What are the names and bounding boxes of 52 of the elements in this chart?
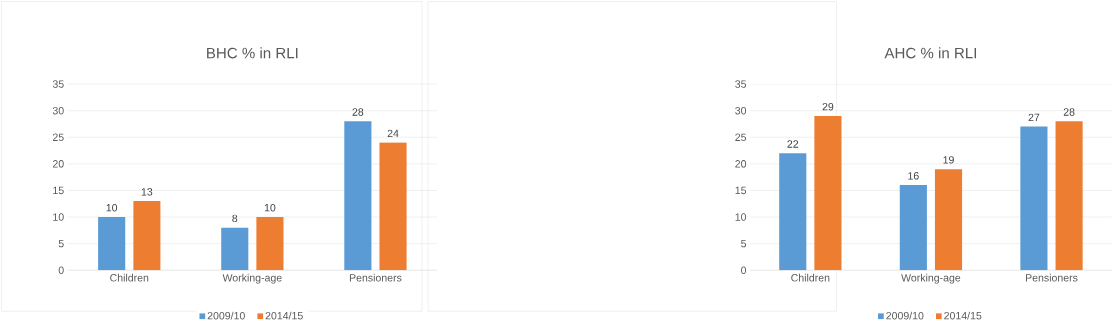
bar	[1020, 126, 1048, 271]
x-tick-label: Pensioners	[1025, 273, 1078, 282]
x-tick-label: Children	[791, 273, 830, 282]
data-label: 10	[264, 204, 276, 212]
data-label: 22	[787, 140, 799, 148]
bar	[934, 169, 963, 271]
legend-label: 2009/10	[886, 311, 924, 320]
bar	[133, 201, 161, 271]
y-tick-label: 0	[741, 266, 747, 275]
y-tick-label: 0	[58, 266, 64, 275]
bar	[379, 142, 407, 271]
x-tick-label: Pensioners	[349, 273, 402, 282]
bar	[899, 185, 927, 271]
data-label: 16	[908, 172, 919, 180]
y-tick-label: 15	[53, 186, 64, 195]
y-tick-label: 35	[735, 80, 747, 88]
data-label: 27	[1028, 113, 1040, 122]
data-label: 13	[141, 188, 153, 196]
bar	[814, 116, 842, 271]
y-tick-label: 20	[735, 160, 747, 168]
x-tick-label: Working-age	[901, 273, 961, 284]
legend-label: 2009/10	[207, 311, 245, 320]
y-tick-label: 30	[52, 107, 64, 115]
data-label: 29	[822, 103, 834, 111]
chart-title: AHC % in RLI	[884, 47, 976, 59]
bar	[344, 121, 372, 271]
y-tick-label: 5	[741, 240, 747, 248]
bar	[779, 153, 807, 271]
bar	[98, 217, 126, 271]
data-label: 24	[387, 129, 399, 138]
y-tick-label: 10	[53, 213, 64, 221]
bar	[256, 217, 284, 271]
data-label: 10	[106, 204, 118, 212]
y-tick-label: 25	[735, 133, 747, 142]
y-tick-label: 20	[52, 160, 64, 168]
y-tick-label: 30	[735, 107, 747, 115]
legend-label: 2014/15	[265, 311, 303, 320]
y-tick-label: 25	[52, 133, 64, 142]
data-label: 28	[352, 108, 364, 116]
legend-label: 2014/15	[944, 311, 982, 320]
y-tick-label: 35	[52, 80, 64, 88]
data-label: 19	[943, 156, 954, 164]
y-tick-label: 10	[735, 213, 747, 221]
data-label: 28	[1063, 108, 1075, 116]
bar	[221, 227, 249, 271]
chart-title: BHC % in RLI	[207, 47, 298, 59]
x-tick-label: Children	[110, 273, 149, 282]
y-tick-label: 15	[735, 186, 747, 195]
y-tick-label: 5	[58, 240, 64, 248]
bar	[1055, 121, 1083, 271]
data-label: 8	[232, 214, 238, 223]
x-tick-label: Working-age	[222, 273, 282, 284]
